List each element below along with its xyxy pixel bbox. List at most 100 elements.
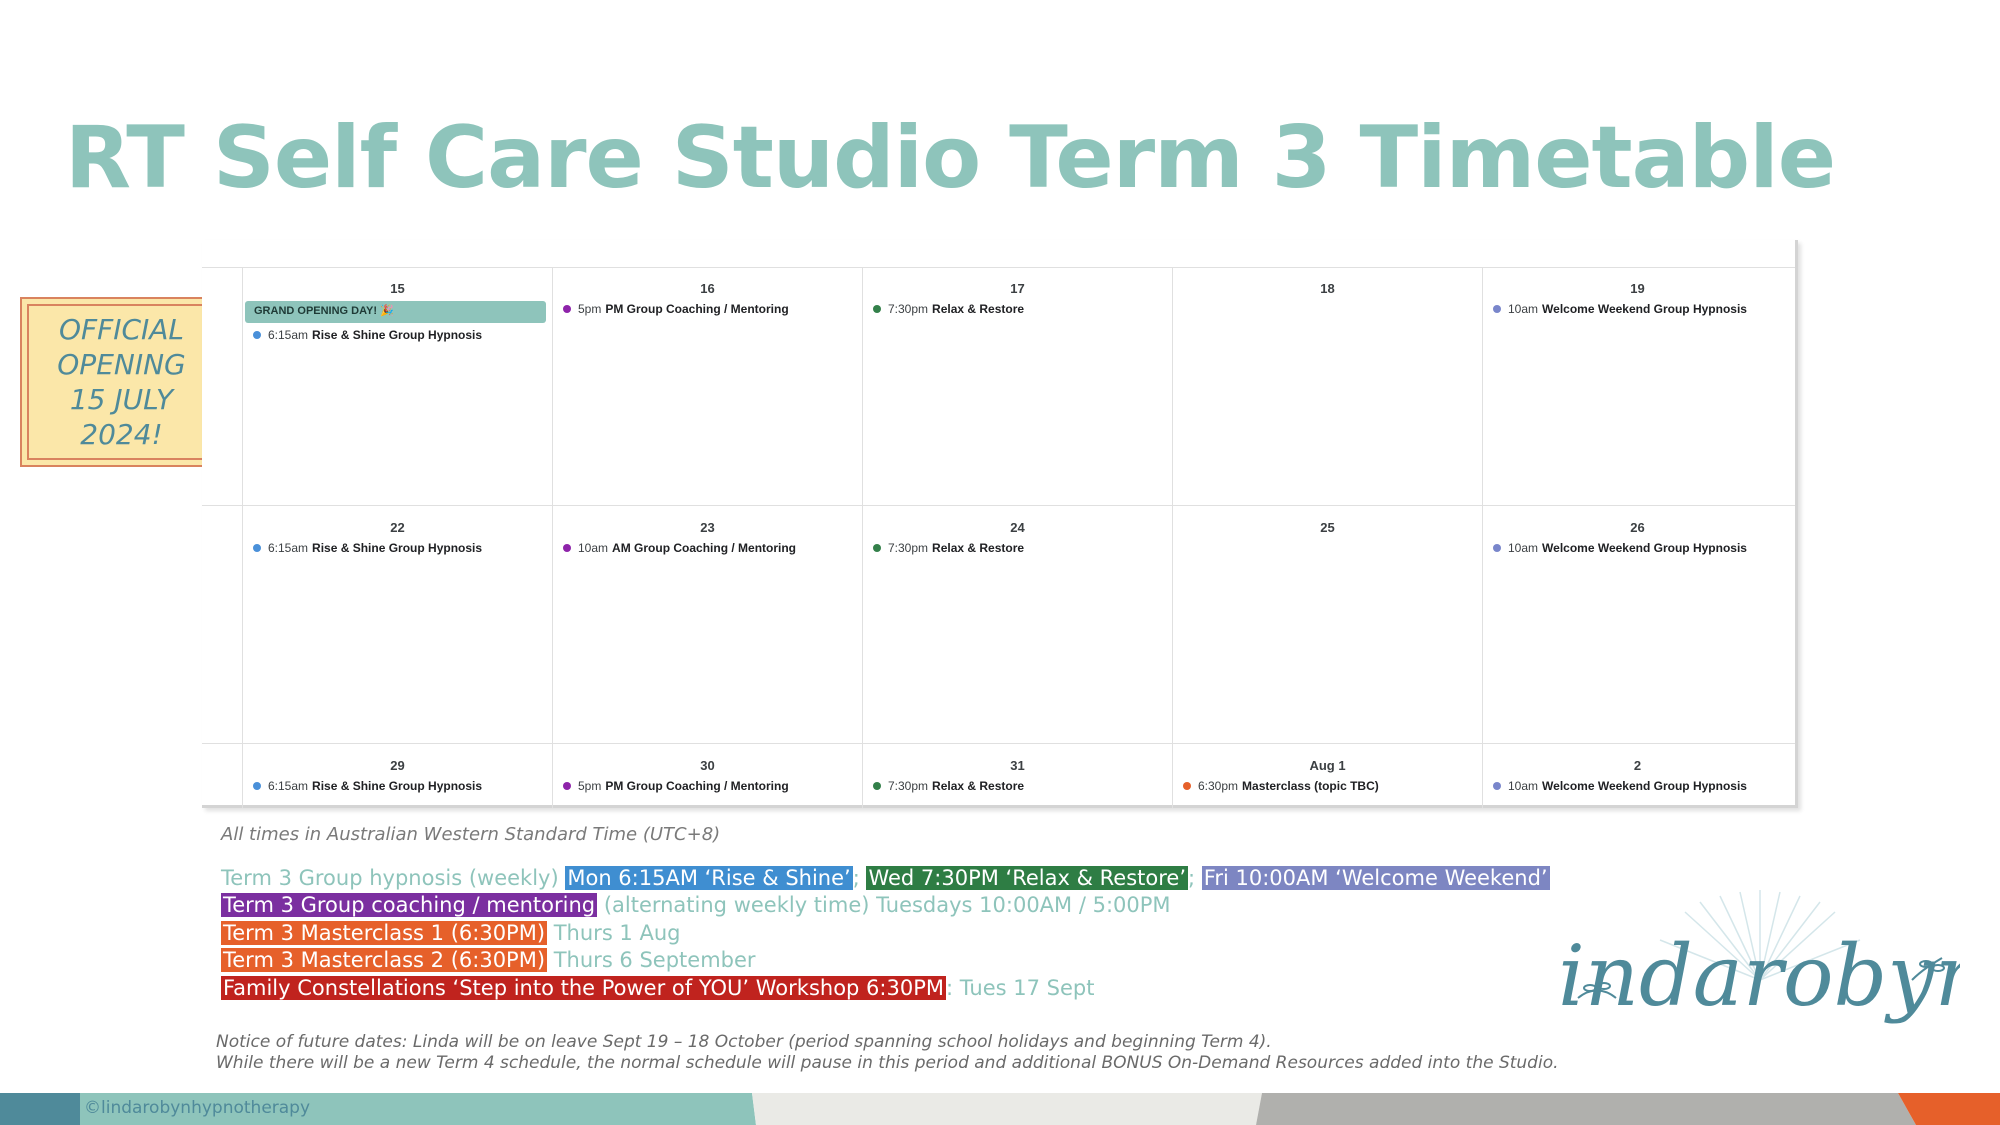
calendar-day-cell[interactable]: 24 7:30pm Relax & Restore xyxy=(862,506,1172,743)
schedule-masterclass-1: Term 3 Masterclass 1 (6:30PM) Thurs 1 Au… xyxy=(221,920,680,947)
lindarobyn-logo: lindarobyn xyxy=(1560,890,1960,1025)
calendar-header-line xyxy=(202,267,1795,268)
schedule-coaching: Term 3 Group coaching / mentoring (alter… xyxy=(221,892,1171,919)
event-time: 10am xyxy=(1508,302,1539,316)
future-dates-notice: Notice of future dates: Linda will be on… xyxy=(216,1032,1776,1074)
event-title: Rise & Shine Group Hypnosis xyxy=(312,779,483,793)
calendar-day-cell[interactable]: 18 xyxy=(1172,267,1482,505)
calendar-event[interactable]: 6:15am Rise & Shine Group Hypnosis xyxy=(253,327,548,343)
calendar-event[interactable]: 7:30pm Relax & Restore xyxy=(873,301,1168,317)
timezone-note: All times in Australian Western Standard… xyxy=(221,824,721,845)
schedule-masterclass-2: Term 3 Masterclass 2 (6:30PM) Thurs 6 Se… xyxy=(221,947,756,974)
calendar-day-cell[interactable]: 17 7:30pm Relax & Restore xyxy=(862,267,1172,505)
calendar-day-cell[interactable]: 19 10am Welcome Weekend Group Hypnosis xyxy=(1482,267,1792,505)
calendar-event[interactable]: 10am AM Group Coaching / Mentoring xyxy=(563,540,858,556)
event-title: AM Group Coaching / Mentoring xyxy=(612,541,797,555)
event-title: Rise & Shine Group Hypnosis xyxy=(312,541,483,555)
day-number: 16 xyxy=(700,281,715,296)
calendar-day-cell[interactable]: 30 5pm PM Group Coaching / Mentoring xyxy=(552,744,862,808)
leaf-icon xyxy=(1577,957,1945,999)
calendar-week-row: 29 6:15am Rise & Shine Group Hypnosis 30 5pm… xyxy=(202,743,1795,808)
calendar-event[interactable]: 7:30pm Relax & Restore xyxy=(873,778,1168,794)
coaching-detail: (alternating weekly time) Tuesdays 10:00… xyxy=(603,893,1171,917)
event-color-dot xyxy=(1493,305,1501,313)
opening-badge: OFFICIAL OPENING 15 JULY 2024! xyxy=(20,297,223,467)
event-color-dot xyxy=(563,544,571,552)
calendar-day-cell[interactable]: Aug 1 6:30pm Masterclass (topic TBC) xyxy=(1172,744,1482,808)
event-time: 5pm xyxy=(578,779,602,793)
event-color-dot xyxy=(1183,782,1191,790)
workshop-label: Family Constellations ‘Step into the Pow… xyxy=(221,976,946,1000)
all-day-event[interactable]: GRAND OPENING DAY! 🎉 xyxy=(245,301,546,323)
day-number: 24 xyxy=(1010,520,1025,535)
calendar-day-cell[interactable]: 29 6:15am Rise & Shine Group Hypnosis xyxy=(242,744,552,808)
calendar-event[interactable]: 6:30pm Masterclass (topic TBC) xyxy=(1183,778,1478,794)
calendar-day-cell[interactable]: 23 10am AM Group Coaching / Mentoring xyxy=(552,506,862,743)
calendar-day-cell[interactable]: 26 10am Welcome Weekend Group Hypnosis xyxy=(1482,506,1792,743)
day-number: 25 xyxy=(1320,520,1335,535)
calendar-day-cell[interactable]: 22 6:15am Rise & Shine Group Hypnosis xyxy=(242,506,552,743)
logo-wordmark: lindarobyn xyxy=(1560,927,1960,1025)
opening-badge-text: OFFICIAL OPENING 15 JULY 2024! xyxy=(57,313,186,451)
separator: ; xyxy=(1188,866,1196,890)
event-title: Welcome Weekend Group Hypnosis xyxy=(1542,541,1747,555)
day-number: 17 xyxy=(1010,281,1025,296)
event-color-dot xyxy=(563,305,571,313)
calendar-day-cell[interactable]: 15 GRAND OPENING DAY! 🎉 6:15am Rise & Shine… xyxy=(242,267,552,505)
calendar-event[interactable]: 5pm PM Group Coaching / Mentoring xyxy=(563,778,858,794)
sunburst-rays xyxy=(1659,890,1861,981)
schedule-workshop: Family Constellations ‘Step into the Pow… xyxy=(221,975,1094,1002)
calendar-day-cell[interactable]: 2 10am Welcome Weekend Group Hypnosis xyxy=(1482,744,1792,808)
event-time: 10am xyxy=(578,541,609,555)
event-color-dot xyxy=(253,782,261,790)
coaching-label: Term 3 Group coaching / mentoring xyxy=(221,893,598,917)
event-time: 7:30pm xyxy=(888,779,929,793)
event-color-dot xyxy=(1493,782,1501,790)
calendar-event[interactable]: 10am Welcome Weekend Group Hypnosis xyxy=(1493,540,1788,556)
day-number: 22 xyxy=(390,520,405,535)
day-number: 18 xyxy=(1320,281,1335,296)
event-title: Rise & Shine Group Hypnosis xyxy=(312,328,483,342)
page-title: RT Self Care Studio Term 3 Timetable xyxy=(64,108,1836,208)
event-time: 6:30pm xyxy=(1198,779,1239,793)
event-time: 6:15am xyxy=(268,779,309,793)
calendar-day-cell[interactable]: 31 7:30pm Relax & Restore xyxy=(862,744,1172,808)
event-time: 6:15am xyxy=(268,541,309,555)
event-color-dot xyxy=(253,544,261,552)
calendar-day-cell[interactable]: 16 5pm PM Group Coaching / Mentoring xyxy=(552,267,862,505)
day-number: 19 xyxy=(1630,281,1645,296)
event-time: 6:15am xyxy=(268,328,309,342)
hypnosis-friday: Fri 10:00AM ‘Welcome Weekend’ xyxy=(1201,866,1550,890)
event-color-dot xyxy=(1493,544,1501,552)
hypnosis-label: Term 3 Group hypnosis (weekly) xyxy=(221,866,559,890)
event-title: PM Group Coaching / Mentoring xyxy=(605,302,789,316)
calendar-event[interactable]: 10am Welcome Weekend Group Hypnosis xyxy=(1493,778,1788,794)
calendar-event[interactable]: 5pm PM Group Coaching / Mentoring xyxy=(563,301,858,317)
event-time: 10am xyxy=(1508,779,1539,793)
masterclass-2-date: Thurs 6 September xyxy=(553,948,756,972)
separator: : xyxy=(945,976,954,1000)
footer-handle: ©lindarobynhypnotherapy xyxy=(84,1098,311,1118)
event-title: Welcome Weekend Group Hypnosis xyxy=(1542,302,1747,316)
calendar-event[interactable]: 10am Welcome Weekend Group Hypnosis xyxy=(1493,301,1788,317)
calendar-event[interactable]: 7:30pm Relax & Restore xyxy=(873,540,1168,556)
event-title: Welcome Weekend Group Hypnosis xyxy=(1542,779,1747,793)
calendar-event[interactable]: 6:15am Rise & Shine Group Hypnosis xyxy=(253,778,548,794)
event-title: Masterclass (topic TBC) xyxy=(1242,779,1379,793)
masterclass-1-date: Thurs 1 Aug xyxy=(553,921,681,945)
event-time: 7:30pm xyxy=(888,541,929,555)
day-number: 2 xyxy=(1633,758,1642,773)
masterclass-1-label: Term 3 Masterclass 1 (6:30PM) xyxy=(221,921,548,945)
separator: ; xyxy=(852,866,860,890)
day-number: 31 xyxy=(1010,758,1025,773)
event-time: 10am xyxy=(1508,541,1539,555)
calendar-day-cell[interactable]: 25 xyxy=(1172,506,1482,743)
event-title: Relax & Restore xyxy=(932,541,1025,555)
day-number: 15 xyxy=(390,281,405,296)
calendar-week-row: 22 6:15am Rise & Shine Group Hypnosis 23 10a… xyxy=(202,505,1795,743)
event-color-dot xyxy=(253,331,261,339)
day-number: 30 xyxy=(700,758,715,773)
calendar-event[interactable]: 6:15am Rise & Shine Group Hypnosis xyxy=(253,540,548,556)
event-color-dot xyxy=(873,782,881,790)
day-number: Aug 1 xyxy=(1309,758,1346,773)
